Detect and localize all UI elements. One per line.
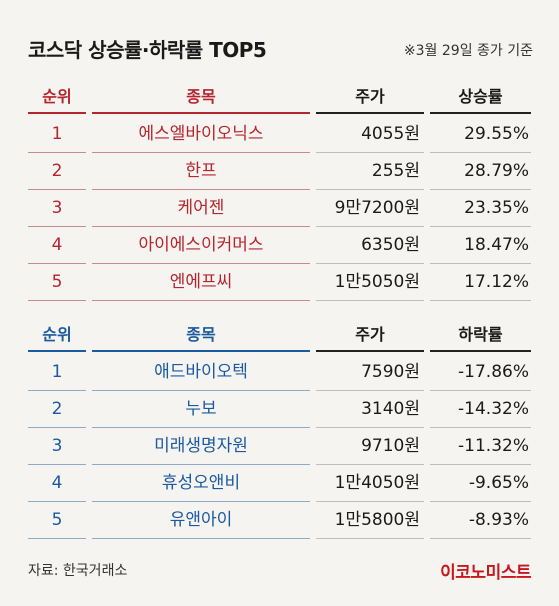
table-row: 3 미래생명자원 9710원 -11.32%: [28, 428, 531, 465]
rank-header: 순위: [28, 80, 86, 114]
table-row: 5 유앤아이 1만5800원 -8.93%: [28, 502, 531, 539]
price-cell: 6350원: [316, 227, 424, 264]
table-row: 4 휴성오앤비 1만4050원 -9.65%: [28, 465, 531, 502]
name-header: 종목: [92, 80, 310, 114]
table-row: 3 케어젠 9만7200원 23.35%: [28, 190, 531, 227]
table-row: 1 애드바이오텍 7590원 -17.86%: [28, 354, 531, 391]
rank-cell: 5: [28, 264, 86, 301]
rate-cell: 29.55%: [430, 116, 531, 153]
rate-cell: 28.79%: [430, 153, 531, 190]
price-cell: 7590원: [316, 354, 424, 391]
price-cell: 9만7200원: [316, 190, 424, 227]
rate-cell: -14.32%: [430, 391, 531, 428]
table-row: 2 한프 255원 28.79%: [28, 153, 531, 190]
price-cell: 3140원: [316, 391, 424, 428]
stock-name-cell: 엔에프씨: [92, 264, 310, 301]
price-cell: 1만4050원: [316, 465, 424, 502]
rank-cell: 4: [28, 465, 86, 502]
stock-name-cell: 아이에스이커머스: [92, 227, 310, 264]
price-cell: 4055원: [316, 116, 424, 153]
stock-name-cell: 한프: [92, 153, 310, 190]
stock-name-cell: 미래생명자원: [92, 428, 310, 465]
price-cell: 1만5050원: [316, 264, 424, 301]
stock-name-cell: 유앤아이: [92, 502, 310, 539]
rate-cell: 23.35%: [430, 190, 531, 227]
stock-name-cell: 케어젠: [92, 190, 310, 227]
basis-note: ※3월 29일 종가 기준: [403, 43, 533, 59]
price-cell: 255원: [316, 153, 424, 190]
source-note: 자료: 한국거래소: [28, 563, 128, 579]
losers-header-row: 순위 종목 주가 하락률: [28, 318, 531, 354]
rank-cell: 3: [28, 428, 86, 465]
rate-cell: 18.47%: [430, 227, 531, 264]
rank-cell: 4: [28, 227, 86, 264]
price-cell: 9710원: [316, 428, 424, 465]
gainers-header-row: 순위 종목 주가 상승률: [28, 80, 531, 116]
table-row: 2 누보 3140원 -14.32%: [28, 391, 531, 428]
brand-logo: 이코노미스트: [440, 563, 531, 583]
losers-table: 순위 종목 주가 하락률 1 애드바이오텍 7590원 -17.86% 2 누보…: [28, 318, 531, 539]
rate-cell: -8.93%: [430, 502, 531, 539]
table-row: 1 에스엘바이오닉스 4055원 29.55%: [28, 116, 531, 153]
rank-cell: 1: [28, 116, 86, 153]
rate-header: 하락률: [430, 318, 531, 352]
page-title: 코스닥 상승률·하락률 TOP5: [28, 38, 267, 62]
name-header: 종목: [92, 318, 310, 352]
header: 코스닥 상승률·하락률 TOP5 ※3월 29일 종가 기준: [28, 34, 533, 64]
rate-header: 상승률: [430, 80, 531, 114]
stock-name-cell: 휴성오앤비: [92, 465, 310, 502]
rank-cell: 2: [28, 391, 86, 428]
table-row: 4 아이에스이커머스 6350원 18.47%: [28, 227, 531, 264]
rate-cell: 17.12%: [430, 264, 531, 301]
stock-name-cell: 에스엘바이오닉스: [92, 116, 310, 153]
price-cell: 1만5800원: [316, 502, 424, 539]
stock-name-cell: 누보: [92, 391, 310, 428]
price-header: 주가: [316, 318, 424, 352]
rank-cell: 2: [28, 153, 86, 190]
stock-name-cell: 애드바이오텍: [92, 354, 310, 391]
price-header: 주가: [316, 80, 424, 114]
rate-cell: -11.32%: [430, 428, 531, 465]
rank-cell: 3: [28, 190, 86, 227]
rate-cell: -9.65%: [430, 465, 531, 502]
gainers-table: 순위 종목 주가 상승률 1 에스엘바이오닉스 4055원 29.55% 2 한…: [28, 80, 531, 301]
rate-cell: -17.86%: [430, 354, 531, 391]
rank-cell: 1: [28, 354, 86, 391]
rank-cell: 5: [28, 502, 86, 539]
rank-header: 순위: [28, 318, 86, 352]
table-row: 5 엔에프씨 1만5050원 17.12%: [28, 264, 531, 301]
